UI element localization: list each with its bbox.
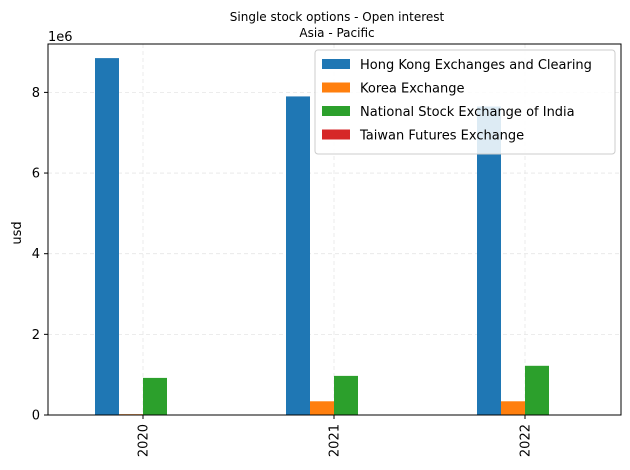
- bars: [95, 58, 549, 415]
- bar: [477, 106, 501, 415]
- legend-label: Korea Exchange: [360, 82, 465, 97]
- legend-swatch: [322, 82, 350, 93]
- x-tick-label: 2022: [519, 424, 534, 457]
- chart-subtitle: Asia - Pacific: [299, 26, 374, 40]
- bar: [501, 401, 525, 415]
- axes: 0 2 4 6 8 2020 2021 2022: [32, 43, 622, 457]
- legend-box: [314, 49, 616, 155]
- y-tick-label: 8: [32, 86, 40, 101]
- y-tick-label: 4: [32, 247, 40, 262]
- y-tick-label: 2: [32, 328, 40, 343]
- legend: Hong Kong Exchanges and Clearing Korea Ex…: [314, 49, 616, 155]
- x-tick-label: 2021: [328, 424, 343, 457]
- y-tick-label: 0: [32, 409, 40, 424]
- y-offset-label: 1e6: [48, 30, 73, 45]
- legend-swatch: [322, 129, 350, 140]
- legend-swatch: [322, 106, 350, 116]
- chart-title: Single stock options - Open interest: [230, 10, 445, 24]
- legend-label: National Stock Exchange of India: [360, 105, 575, 120]
- x-tick-label: 2020: [137, 424, 152, 457]
- bar: [286, 96, 310, 415]
- legend-swatch: [322, 59, 350, 69]
- bar: [143, 377, 167, 415]
- y-tick-label: 6: [32, 167, 40, 182]
- legend-label: Hong Kong Exchanges and Clearing: [360, 58, 592, 73]
- legend-label: Taiwan Futures Exchange: [359, 129, 524, 144]
- plot-frame: [47, 43, 622, 416]
- bar: [525, 365, 549, 415]
- bar: [95, 58, 119, 415]
- bar: [334, 375, 358, 415]
- bar: [310, 401, 334, 415]
- y-axis-label: usd: [10, 221, 25, 244]
